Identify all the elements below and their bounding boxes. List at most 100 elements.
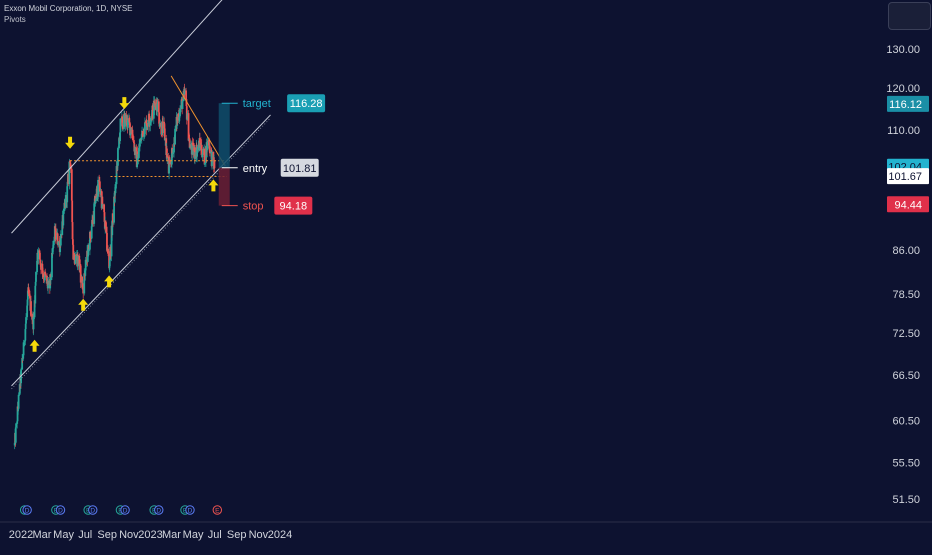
candle-body: [108, 260, 111, 267]
candle-body: [184, 90, 186, 95]
resistance-trend-line: [170, 75, 226, 166]
time-tick-label: Sep: [227, 529, 247, 541]
candle-body: [22, 355, 25, 359]
axis-target-tag: 116.12: [889, 99, 922, 111]
stop-value-bg: [274, 196, 313, 215]
candle-body: [176, 117, 179, 121]
candle-body: [94, 196, 97, 204]
entry-value-bg: [280, 158, 319, 177]
candle-body: [90, 226, 93, 239]
time-axis[interactable]: 2022 Mar May Jul Sep Nov 2023 Mar May Jul Sep Nov 20…: [0, 521, 932, 541]
candle-body: [157, 101, 160, 113]
candle-body: [44, 274, 47, 277]
symbol-title[interactable]: Exxon Mobil Corporation, 1D, NYSE: [4, 4, 133, 13]
dividend-marker[interactable]: D: [88, 505, 98, 515]
dividend-marker[interactable]: D: [154, 505, 164, 515]
candle-body: [78, 255, 81, 270]
price-tick-label: 72.50: [892, 328, 920, 340]
candle-body: [51, 248, 54, 255]
candle-body: [74, 257, 77, 261]
candle-body: [79, 264, 82, 266]
candle-body: [17, 394, 20, 409]
candle-body: [196, 149, 198, 157]
candle-body: [179, 108, 181, 116]
candle-body: [82, 288, 85, 294]
candle-body: [185, 106, 188, 120]
candle-body: [52, 247, 54, 249]
candle-body: [168, 165, 170, 174]
candle-body: [28, 293, 31, 297]
candle-body: [47, 285, 49, 289]
candle-body: [173, 143, 175, 153]
candle-body: [42, 274, 45, 278]
candle-body: [41, 263, 44, 274]
candle-body: [134, 147, 137, 156]
candle-body: [87, 244, 90, 257]
events-layer[interactable]: EDEDEDEDEDEDE: [19, 505, 223, 515]
event-label: E: [215, 508, 220, 515]
candle-body: [84, 275, 86, 277]
earnings-marker[interactable]: E: [212, 505, 223, 515]
event-circle: [120, 505, 130, 515]
candle-body: [212, 151, 215, 162]
candle-body: [59, 241, 62, 253]
time-tick-label: 2023: [138, 529, 162, 541]
price-tick-label: 66.50: [892, 370, 920, 382]
price-tick-label: 120.00: [886, 83, 920, 95]
candle-body: [171, 153, 174, 155]
candle-body: [68, 161, 71, 185]
candle-body: [160, 134, 163, 136]
arrow-up-icon: [208, 179, 219, 192]
candle-body: [106, 233, 108, 251]
candle-body: [163, 128, 166, 141]
time-tick-label: May: [183, 529, 204, 541]
candle-body: [208, 139, 211, 149]
candle-body: [13, 442, 16, 446]
candle-body: [211, 152, 213, 166]
candle-body: [89, 231, 92, 239]
event-label: D: [156, 508, 161, 515]
candle-body: [25, 317, 27, 324]
indicator-label[interactable]: Pivots: [4, 15, 26, 24]
event-label: D: [123, 508, 128, 515]
long-position-tool[interactable]: [218, 103, 230, 206]
candle-body: [165, 138, 168, 155]
candle-body: [154, 103, 157, 106]
candle-body: [104, 220, 107, 227]
axis-entry-tag-bg: [887, 168, 929, 185]
candle-body: [27, 287, 30, 294]
candle-body: [35, 272, 37, 282]
candle-body: [144, 122, 146, 135]
candle-body: [178, 117, 181, 121]
time-tick-label: Nov: [249, 529, 269, 541]
price-axis[interactable]: 130.00 120.00 110.00 86.00 78.50 72.50 66.50 60…: [886, 44, 929, 506]
candle-body: [24, 329, 27, 341]
price-tick-label: 60.50: [892, 416, 920, 428]
candle-body: [113, 196, 115, 223]
target-label: target: [243, 98, 271, 110]
dividend-marker[interactable]: D: [22, 505, 32, 515]
candle-body: [101, 203, 104, 206]
candle-body: [140, 134, 143, 140]
dividend-marker[interactable]: D: [55, 505, 66, 515]
candle-body: [32, 317, 35, 330]
candle-body: [135, 147, 138, 155]
candle-body: [191, 142, 194, 144]
dividend-marker[interactable]: D: [120, 505, 130, 515]
candle-body: [84, 259, 87, 271]
stop-value: 94.18: [280, 201, 308, 213]
candle-body: [71, 200, 74, 223]
dividend-marker[interactable]: D: [185, 505, 195, 515]
candle-body: [102, 204, 104, 206]
candle-body: [110, 225, 113, 257]
candle-body: [123, 114, 125, 129]
candle-body: [39, 259, 42, 264]
candle-body: [158, 125, 161, 127]
candle-body: [149, 121, 152, 126]
event-circle: [22, 505, 32, 515]
toolbar-button[interactable]: [888, 2, 931, 30]
candle-body: [121, 116, 124, 127]
candle-body: [98, 181, 101, 192]
